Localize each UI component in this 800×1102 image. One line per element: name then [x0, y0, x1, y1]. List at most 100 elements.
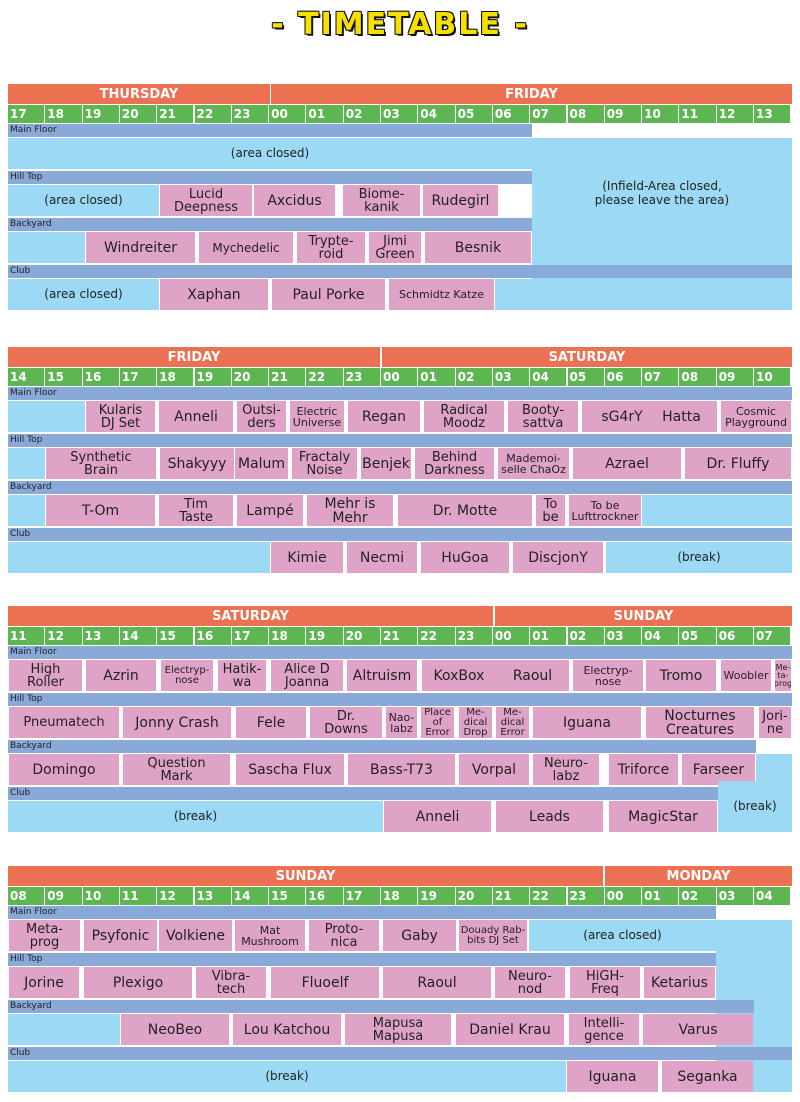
act-slot[interactable]: Cosmic Playground: [721, 401, 791, 432]
act-slot[interactable]: Altruism: [347, 660, 417, 691]
act-slot[interactable]: Mychedelic: [199, 232, 293, 263]
act-slot[interactable]: Place of Error: [421, 707, 454, 738]
act-slot[interactable]: Jorine: [9, 967, 79, 998]
act-slot[interactable]: To be Lufttrockner: [569, 495, 641, 526]
act-slot[interactable]: Electric Universe: [290, 401, 344, 432]
act-slot[interactable]: Intelli-gence: [569, 1014, 639, 1045]
stage-label: Main Floor: [8, 387, 792, 400]
act-slot[interactable]: Fractaly Noise: [292, 448, 357, 479]
act-slot[interactable]: Fele: [236, 707, 306, 738]
act-slot[interactable]: HuGoa: [421, 542, 509, 573]
act-slot[interactable]: Nocturnes Creatures: [646, 707, 754, 738]
act-slot[interactable]: Daniel Krau: [456, 1014, 564, 1045]
act-slot[interactable]: Douady Rab-bits DJ Set: [459, 920, 527, 951]
act-slot[interactable]: Outsi-ders: [237, 401, 286, 432]
act-slot[interactable]: Fluoelf: [271, 967, 379, 998]
act-slot[interactable]: Lampé: [237, 495, 303, 526]
act-slot[interactable]: Gaby: [383, 920, 456, 951]
act-slot[interactable]: Kularis DJ Set: [86, 401, 155, 432]
act-slot[interactable]: Meta-prog: [9, 920, 80, 951]
act-slot[interactable]: Schmidtz Katze: [389, 279, 494, 310]
act-slot[interactable]: Psyfonic: [84, 920, 157, 951]
act-slot[interactable]: Lou Katchou: [233, 1014, 341, 1045]
act-slot[interactable]: Me-dical Error: [496, 707, 529, 738]
act-slot[interactable]: Domingo: [9, 754, 119, 785]
act-slot[interactable]: Anneli: [384, 801, 491, 832]
act-slot[interactable]: Volkiene: [159, 920, 232, 951]
act-slot[interactable]: Jimi Green: [369, 232, 421, 263]
act-slot[interactable]: Farseer: [682, 754, 755, 785]
act-slot[interactable]: Plexigo: [84, 967, 192, 998]
act-slot[interactable]: HiGH- Freq: [570, 967, 640, 998]
act-slot[interactable]: MagicStar: [609, 801, 717, 832]
hour-cell: 15: [269, 887, 306, 905]
act-slot[interactable]: Neuro-nod: [495, 967, 565, 998]
act-slot[interactable]: T-Om: [46, 495, 155, 526]
act-slot[interactable]: Varus: [643, 1014, 753, 1045]
act-slot[interactable]: Tim Taste: [159, 495, 233, 526]
act-slot[interactable]: Vorpal: [459, 754, 529, 785]
act-slot[interactable]: Iguana: [533, 707, 641, 738]
act-slot[interactable]: Mehr is Mehr: [307, 495, 393, 526]
act-slot[interactable]: Jori-ne: [759, 707, 791, 738]
act-slot[interactable]: Kimie: [271, 542, 343, 573]
act-slot[interactable]: Mademoi-selle ChaOz: [498, 448, 569, 479]
act-slot[interactable]: Electryp-nose: [161, 660, 213, 691]
act-slot[interactable]: Triforce: [609, 754, 678, 785]
act-slot[interactable]: Proto-nica: [309, 920, 379, 951]
act-slot[interactable]: Anneli: [159, 401, 233, 432]
act-slot[interactable]: Booty-sattva: [508, 401, 578, 432]
act-slot[interactable]: Malum: [235, 448, 288, 479]
act-slot[interactable]: Windreiter: [86, 232, 195, 263]
act-slot[interactable]: Electryp-nose: [573, 660, 643, 691]
act-slot[interactable]: Hatik-wa: [218, 660, 266, 691]
act-slot[interactable]: Azrael: [573, 448, 681, 479]
act-slot[interactable]: Tromo: [646, 660, 716, 691]
act-slot[interactable]: Raoul: [496, 660, 569, 691]
act-slot[interactable]: Bass-T73: [348, 754, 455, 785]
act-slot[interactable]: Ketarius: [644, 967, 715, 998]
act-slot[interactable]: Jonny Crash: [123, 707, 231, 738]
act-slot[interactable]: Mapusa Mapusa: [345, 1014, 451, 1045]
act-slot[interactable]: Me-ta-prog: [775, 660, 791, 691]
act-slot[interactable]: Nao-labz: [386, 707, 417, 738]
act-slot[interactable]: Trypte-roid: [297, 232, 365, 263]
act-slot[interactable]: Biome-kanik: [343, 185, 420, 216]
act-slot[interactable]: Regan: [348, 401, 420, 432]
act-slot[interactable]: Question Mark: [123, 754, 230, 785]
act-slot[interactable]: Iguana: [567, 1061, 658, 1092]
act-slot[interactable]: Dr. Fluffy: [685, 448, 791, 479]
act-slot[interactable]: Xaphan: [160, 279, 268, 310]
act-slot[interactable]: Seganka: [662, 1061, 753, 1092]
act-slot[interactable]: Alice D Joanna: [271, 660, 343, 691]
act-slot[interactable]: Me-dical Drop: [459, 707, 492, 738]
act-slot[interactable]: DiscjonY: [513, 542, 603, 573]
act-slot[interactable]: Dr. Motte: [398, 495, 532, 526]
act-slot[interactable]: High Roller: [9, 660, 82, 691]
act-slot[interactable]: Necmi: [347, 542, 417, 573]
act-slot[interactable]: Besnik: [425, 232, 531, 263]
act-slot[interactable]: Neuro-labz: [533, 754, 599, 785]
act-slot[interactable]: Paul Porke: [272, 279, 385, 310]
act-slot[interactable]: Lucid Deepness: [160, 185, 252, 216]
act-slot[interactable]: Pneumatech: [9, 707, 119, 738]
act-slot[interactable]: KoxBox: [422, 660, 496, 691]
act-slot[interactable]: Axcidus: [254, 185, 335, 216]
act-slot[interactable]: Mat Mushroom: [235, 920, 305, 951]
act-slot[interactable]: Raoul: [383, 967, 491, 998]
act-slot[interactable]: Sascha Flux: [236, 754, 344, 785]
act-slot[interactable]: Leads: [496, 801, 603, 832]
act-slot[interactable]: Azrin: [86, 660, 156, 691]
act-slot[interactable]: Behind Darkness: [415, 448, 494, 479]
act-slot[interactable]: Vibra-tech: [196, 967, 266, 998]
act-slot[interactable]: Radical Moodz: [424, 401, 504, 432]
act-slot[interactable]: Shakyyy: [160, 448, 234, 479]
act-slot[interactable]: Woobler: [721, 660, 771, 691]
act-slot[interactable]: Synthetic Brain: [46, 448, 156, 479]
act-slot[interactable]: Rudegirl: [423, 185, 498, 216]
act-slot[interactable]: Dr. Downs: [310, 707, 382, 738]
act-slot[interactable]: NeoBeo: [121, 1014, 229, 1045]
act-slot[interactable]: Hatta: [646, 401, 717, 432]
act-slot[interactable]: To be: [536, 495, 565, 526]
act-slot[interactable]: Benjek: [361, 448, 411, 479]
